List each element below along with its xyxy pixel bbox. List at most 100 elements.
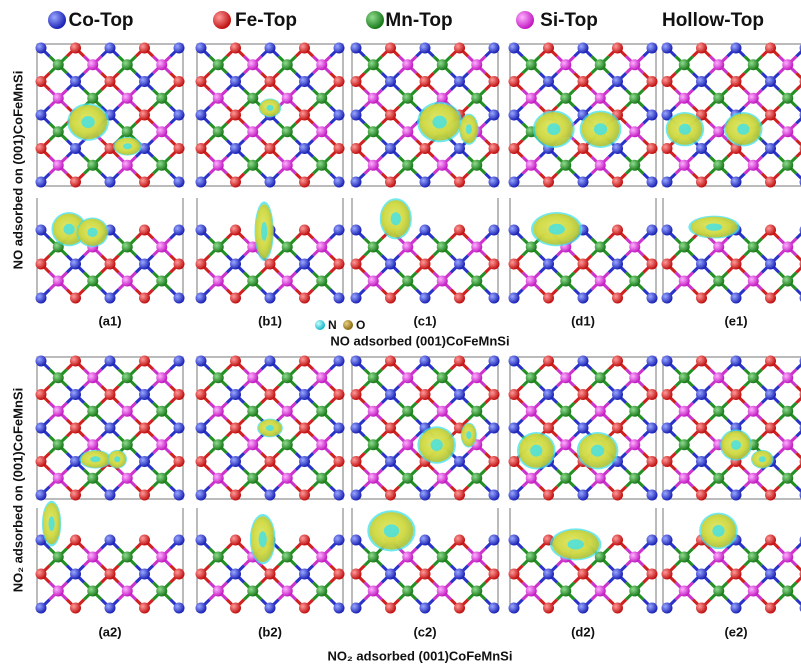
charge-density-core — [81, 116, 94, 128]
atom — [36, 456, 47, 467]
atom — [713, 473, 724, 484]
atom — [612, 177, 623, 188]
atom — [334, 603, 345, 614]
atom — [196, 535, 207, 546]
atom — [713, 586, 724, 597]
atom — [122, 586, 133, 597]
atom — [526, 586, 537, 597]
atom — [122, 276, 133, 287]
atom — [629, 552, 640, 563]
legend-atom — [48, 11, 66, 29]
row-label: NO adsorbed on (001)CoFeMnSi — [10, 71, 25, 270]
charge-density-core — [679, 124, 691, 135]
atom — [543, 177, 554, 188]
atom — [578, 569, 589, 580]
atom — [334, 143, 345, 154]
atom — [437, 586, 448, 597]
atom — [765, 423, 776, 434]
atom — [437, 276, 448, 287]
atom — [265, 293, 276, 304]
atom — [105, 490, 116, 501]
panel — [509, 43, 658, 304]
atom — [560, 473, 571, 484]
panel — [36, 43, 185, 304]
atom — [385, 177, 396, 188]
atom — [87, 586, 98, 597]
atom — [489, 293, 500, 304]
atom — [174, 535, 185, 546]
atom — [316, 160, 327, 171]
atom — [509, 225, 520, 236]
charge-density-core — [591, 445, 604, 457]
atom — [420, 259, 431, 270]
atom — [70, 603, 81, 614]
charge-density-core — [259, 531, 267, 547]
atom — [196, 43, 207, 54]
panel-label: (d1) — [571, 313, 595, 328]
atom — [782, 372, 793, 383]
atom — [578, 490, 589, 501]
atom — [105, 76, 116, 87]
atom — [247, 439, 258, 450]
atom — [629, 276, 640, 287]
atom — [662, 603, 673, 614]
atom — [368, 552, 379, 563]
atom — [782, 160, 793, 171]
atom — [731, 603, 742, 614]
atom — [543, 259, 554, 270]
atom — [713, 59, 724, 70]
atom — [731, 177, 742, 188]
atom — [122, 552, 133, 563]
atom — [282, 372, 293, 383]
atom — [454, 389, 465, 400]
atom — [509, 456, 520, 467]
atom — [299, 259, 310, 270]
panel — [509, 356, 658, 614]
atom — [679, 439, 690, 450]
atom — [765, 76, 776, 87]
atom — [299, 356, 310, 367]
atom — [70, 259, 81, 270]
atom — [213, 160, 224, 171]
atom — [36, 177, 47, 188]
atom — [420, 389, 431, 400]
atom — [526, 552, 537, 563]
atom — [368, 93, 379, 104]
atom — [647, 293, 658, 304]
atom — [299, 143, 310, 154]
atom — [316, 372, 327, 383]
atom — [696, 456, 707, 467]
atom — [334, 423, 345, 434]
atom — [696, 356, 707, 367]
atom — [509, 259, 520, 270]
atom — [282, 93, 293, 104]
panel — [351, 43, 500, 304]
atom — [696, 143, 707, 154]
atom — [782, 552, 793, 563]
charge-density-core — [432, 116, 446, 129]
atom — [36, 225, 47, 236]
atom — [713, 406, 724, 417]
row-label: NO₂ adsorbed on (001)CoFeMnSi — [10, 388, 25, 592]
atom — [247, 586, 258, 597]
atom — [629, 473, 640, 484]
atom — [713, 242, 724, 253]
atom — [454, 259, 465, 270]
atom — [696, 423, 707, 434]
atom — [612, 259, 623, 270]
atom — [122, 372, 133, 383]
panel-label: (b2) — [258, 624, 282, 639]
panel-label: (e1) — [724, 313, 747, 328]
atom — [36, 293, 47, 304]
atom — [509, 143, 520, 154]
atom — [230, 456, 241, 467]
atom — [70, 569, 81, 580]
atom — [334, 356, 345, 367]
atom — [139, 76, 150, 87]
atom — [105, 356, 116, 367]
atom — [647, 76, 658, 87]
atom — [53, 552, 64, 563]
atom — [489, 177, 500, 188]
charge-density-core — [706, 223, 722, 230]
atom — [351, 456, 362, 467]
